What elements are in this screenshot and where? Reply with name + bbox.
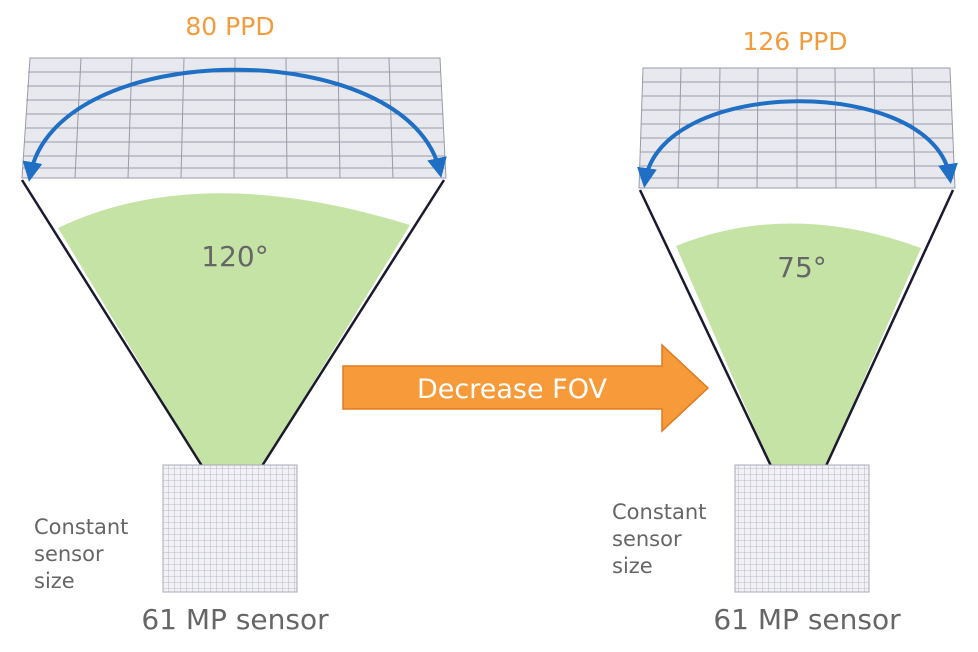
left-display-panel xyxy=(21,57,447,179)
arrow-label: Decrease FOV xyxy=(417,374,607,405)
right-display-panel xyxy=(638,67,956,189)
decrease-fov-arrow: Decrease FOV xyxy=(342,343,710,433)
left-cone-line-left xyxy=(20,179,204,467)
right-sensor-caption: 61 MP sensor xyxy=(713,603,901,636)
left-ppd-label: 80 PPD xyxy=(185,12,274,41)
left-note-line-2: sensor xyxy=(34,542,104,566)
right-sensor-note: Constant sensor size xyxy=(612,500,713,578)
right-cone-line-left xyxy=(638,189,773,467)
right-sensor xyxy=(734,464,870,593)
right-fov-area xyxy=(676,223,921,466)
left-note-line-3: size xyxy=(34,569,75,593)
right-angle-label: 75° xyxy=(777,251,827,284)
right-cone-line-right xyxy=(824,189,955,467)
left-sensor-caption: 61 MP sensor xyxy=(141,603,329,636)
left-cone-line-right xyxy=(260,179,446,467)
right-note-line-2: sensor xyxy=(612,527,682,551)
right-ppd-label: 126 PPD xyxy=(742,27,847,56)
left-angle-label: 120° xyxy=(201,240,268,273)
right-note-line-3: size xyxy=(612,554,653,578)
right-note-line-1: Constant xyxy=(612,500,706,524)
left-sensor xyxy=(162,464,298,593)
left-note-line-1: Constant xyxy=(34,515,128,539)
left-fov-area xyxy=(58,193,410,466)
right-fov-arc xyxy=(637,99,958,188)
left-sensor-note: Constant sensor size xyxy=(34,515,135,593)
right-diagram: 126 PPD xyxy=(612,27,958,636)
left-fov-arc xyxy=(22,67,447,182)
left-diagram: 80 PPD xyxy=(20,12,447,636)
